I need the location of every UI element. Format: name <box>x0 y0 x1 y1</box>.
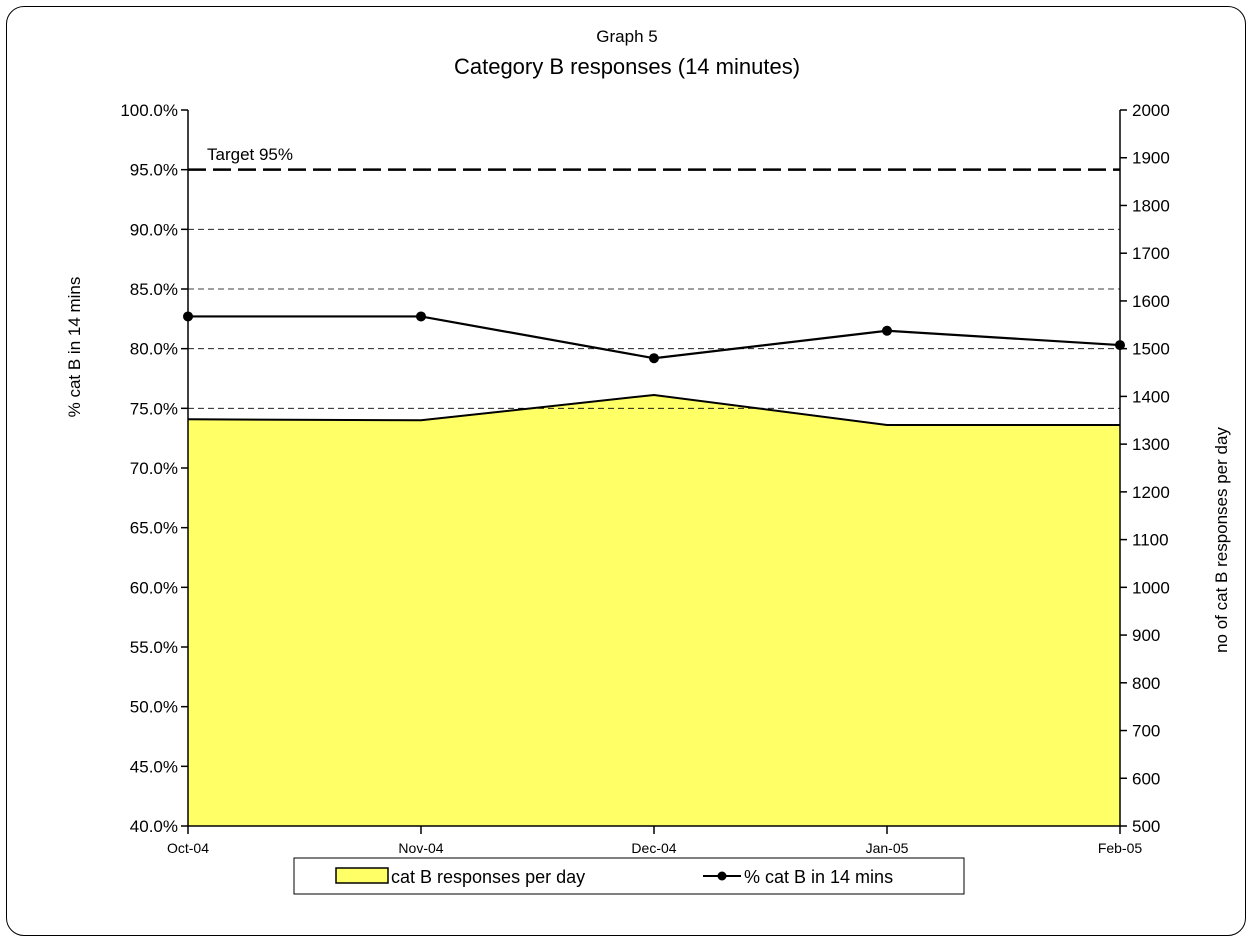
x-tick-label: Oct-04 <box>167 840 209 856</box>
right-tick-label: 1100 <box>1132 531 1169 550</box>
legend-line-marker <box>717 871 727 881</box>
left-tick-label: 85.0% <box>130 280 178 299</box>
right-tick-label: 900 <box>1132 626 1160 645</box>
x-tick-label: Feb-05 <box>1098 840 1143 856</box>
legend-box <box>293 857 965 895</box>
left-axis-label: % cat B in 14 mins <box>65 277 84 418</box>
right-tick-label: 600 <box>1132 769 1160 788</box>
line-series-point <box>649 353 659 364</box>
right-tick-label: 1700 <box>1132 244 1170 263</box>
left-tick-label: 50.0% <box>130 698 178 717</box>
legend-line-label: % cat B in 14 mins <box>744 867 893 887</box>
area-series-outline <box>187 393 1120 427</box>
line-series-point <box>1115 340 1125 351</box>
chart-supertitle: Graph 5 <box>596 27 657 46</box>
x-tick-label: Jan-05 <box>866 840 909 856</box>
right-tick-label: 1500 <box>1132 340 1170 359</box>
right-tick-label: 1300 <box>1132 435 1170 454</box>
legend-area-swatch <box>335 867 389 884</box>
right-tick-label: 1400 <box>1132 387 1170 406</box>
left-tick-label: 60.0% <box>130 578 178 597</box>
right-tick-label: 1800 <box>1132 196 1170 215</box>
right-tick-label: 1200 <box>1132 483 1170 502</box>
left-tick-label: 65.0% <box>130 519 178 538</box>
left-tick-label: 55.0% <box>130 638 178 657</box>
x-tick-label: Nov-04 <box>398 840 443 856</box>
left-tick-label: 90.0% <box>130 220 178 239</box>
x-tick-label: Dec-04 <box>631 840 676 856</box>
right-tick-label: 800 <box>1132 674 1160 693</box>
line-series-point <box>183 311 193 322</box>
left-tick-label: 45.0% <box>130 757 178 776</box>
left-tick-label: 100.0% <box>120 101 178 120</box>
left-tick-label: 70.0% <box>130 459 178 478</box>
right-tick-label: 1900 <box>1132 149 1170 168</box>
left-tick-label: 40.0% <box>130 817 178 836</box>
right-tick-label: 500 <box>1132 817 1160 836</box>
right-tick-label: 1000 <box>1132 578 1170 597</box>
area-series-fill <box>188 394 1120 826</box>
line-series-point <box>416 311 426 322</box>
left-tick-label: 95.0% <box>130 161 178 180</box>
right-axis-label: no of cat B responses per day <box>1212 427 1231 653</box>
legend: cat B responses per day % cat B in 14 mi… <box>293 857 965 895</box>
left-tick-label: 75.0% <box>130 399 178 418</box>
right-tick-label: 2000 <box>1132 101 1170 120</box>
legend-area-label: cat B responses per day <box>391 867 585 887</box>
line-series <box>188 315 1121 360</box>
line-series-point <box>882 325 892 336</box>
right-tick-label: 1600 <box>1132 292 1170 311</box>
target-label: Target 95% <box>207 145 293 164</box>
left-tick-label: 80.0% <box>130 340 178 359</box>
right-tick-label: 700 <box>1132 722 1160 741</box>
chart-title: Category B responses (14 minutes) <box>454 54 800 79</box>
